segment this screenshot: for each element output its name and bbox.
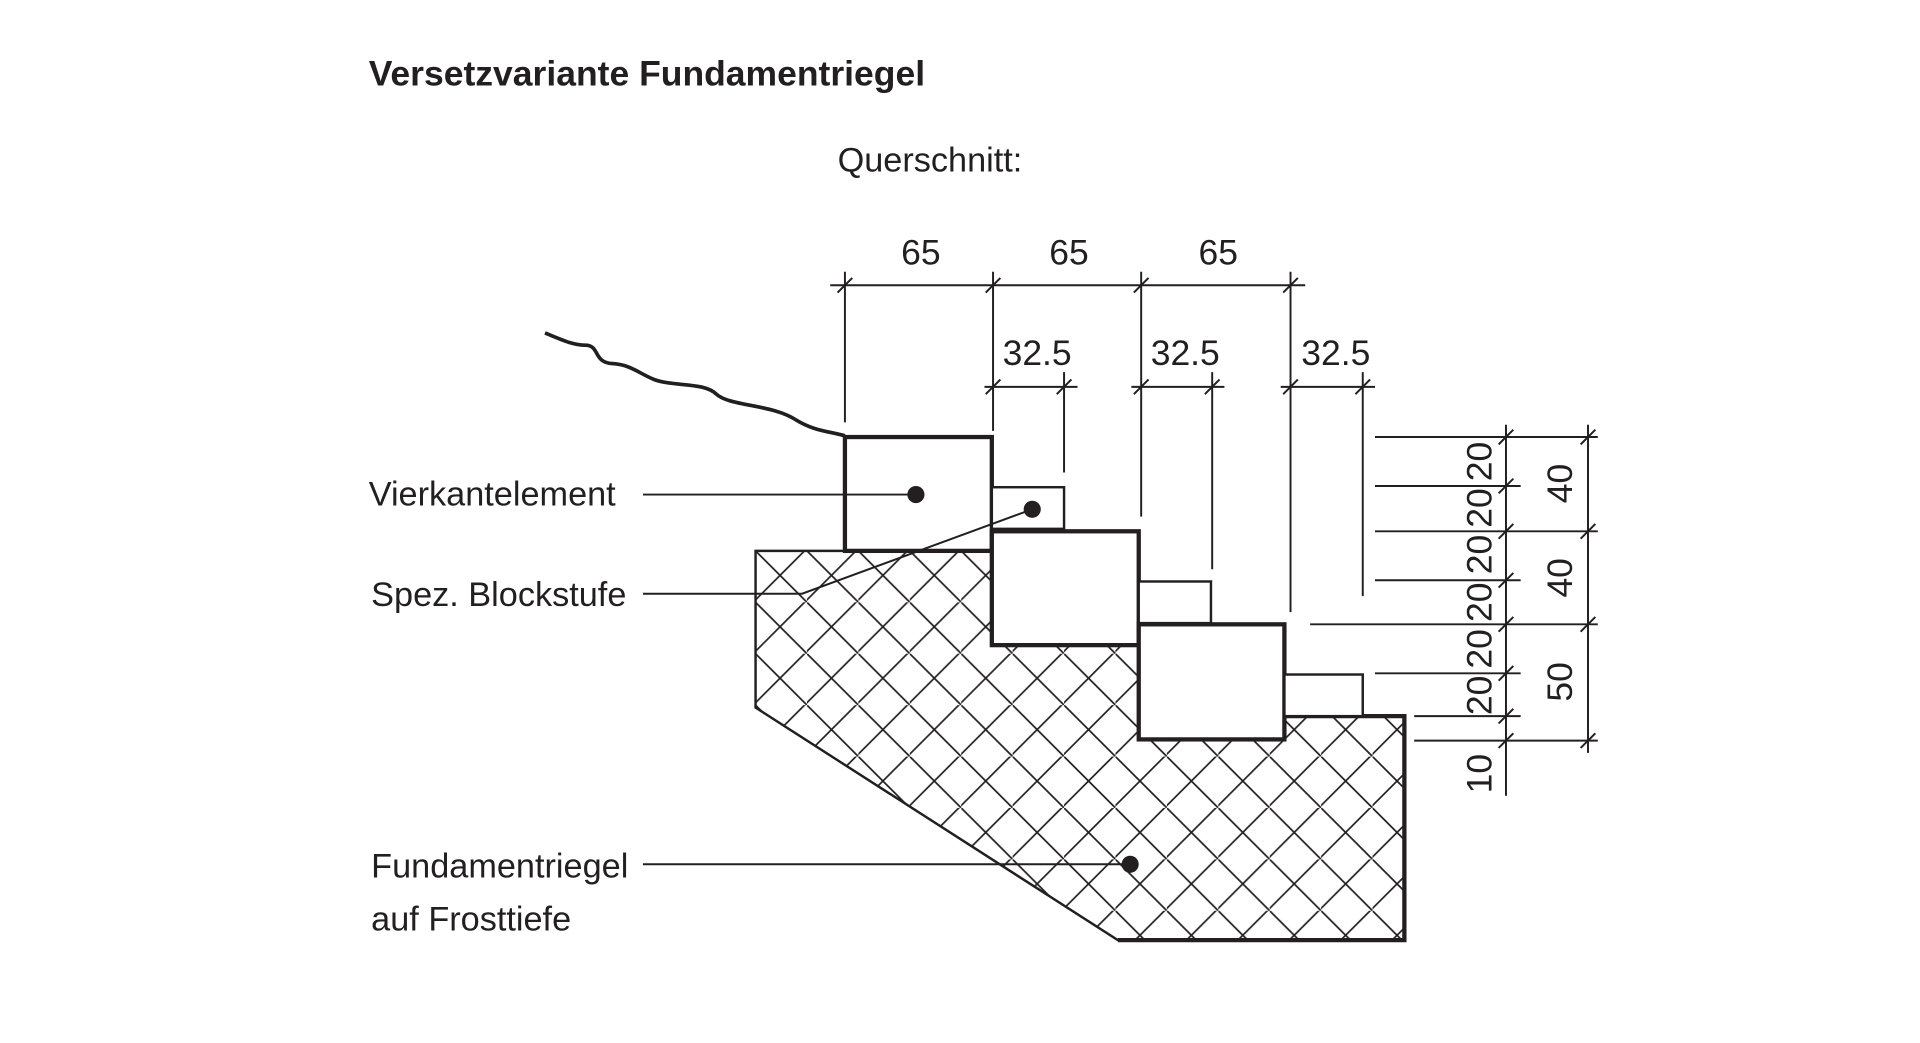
ground-line <box>544 331 846 438</box>
square-element-3 <box>1136 622 1287 742</box>
diagram-subtitle: Querschnitt: <box>838 141 1023 179</box>
callout-dot <box>1121 855 1139 873</box>
diagram-title: Versetzvariante Fundamentriegel <box>369 54 925 94</box>
height-labels-coarse: 40 40 50 <box>1540 464 1580 702</box>
callout-square-element: Vierkantelement <box>369 476 925 514</box>
dim-height-coarse-3: 50 <box>1540 662 1580 701</box>
height-labels-fine: 20 20 20 20 20 20 10 <box>1459 442 1499 794</box>
callout-dot <box>907 485 925 504</box>
dim-height-2: 20 <box>1459 488 1499 528</box>
dim-step-2: 32.5 <box>1151 333 1220 373</box>
block-step-2 <box>1137 580 1213 625</box>
dim-width-2: 65 <box>1049 232 1089 272</box>
right-dimension-lines <box>1310 424 1598 796</box>
square-element-2 <box>989 529 1141 648</box>
dim-width-1: 65 <box>901 232 941 272</box>
label-frost-depth: auf Frosttiefe <box>371 900 571 938</box>
block-step-3 <box>1283 673 1364 718</box>
dim-height-1: 20 <box>1459 442 1499 482</box>
dim-height-4: 20 <box>1459 583 1499 623</box>
label-foundation: Fundamentriegel <box>371 848 628 886</box>
dim-height-coarse-1: 40 <box>1540 464 1580 504</box>
dim-height-7: 10 <box>1459 754 1499 793</box>
label-block-step: Spez. Blockstufe <box>371 576 626 614</box>
label-square-element: Vierkantelement <box>369 476 616 514</box>
dim-height-coarse-2: 40 <box>1540 558 1580 598</box>
callout-dot <box>1023 500 1041 518</box>
dim-height-3: 20 <box>1459 535 1499 575</box>
top-dimension-lines <box>830 271 1375 613</box>
dim-step-3: 32.5 <box>1301 333 1370 373</box>
dim-height-6: 20 <box>1459 676 1499 715</box>
callout-foundation: Fundamentriegel auf Frosttiefe <box>371 848 1139 938</box>
callout-block-step: Spez. Blockstufe <box>371 500 1041 614</box>
dim-step-1: 32.5 <box>1003 333 1072 373</box>
dim-height-5: 20 <box>1459 629 1499 668</box>
dim-width-3: 65 <box>1199 232 1239 272</box>
